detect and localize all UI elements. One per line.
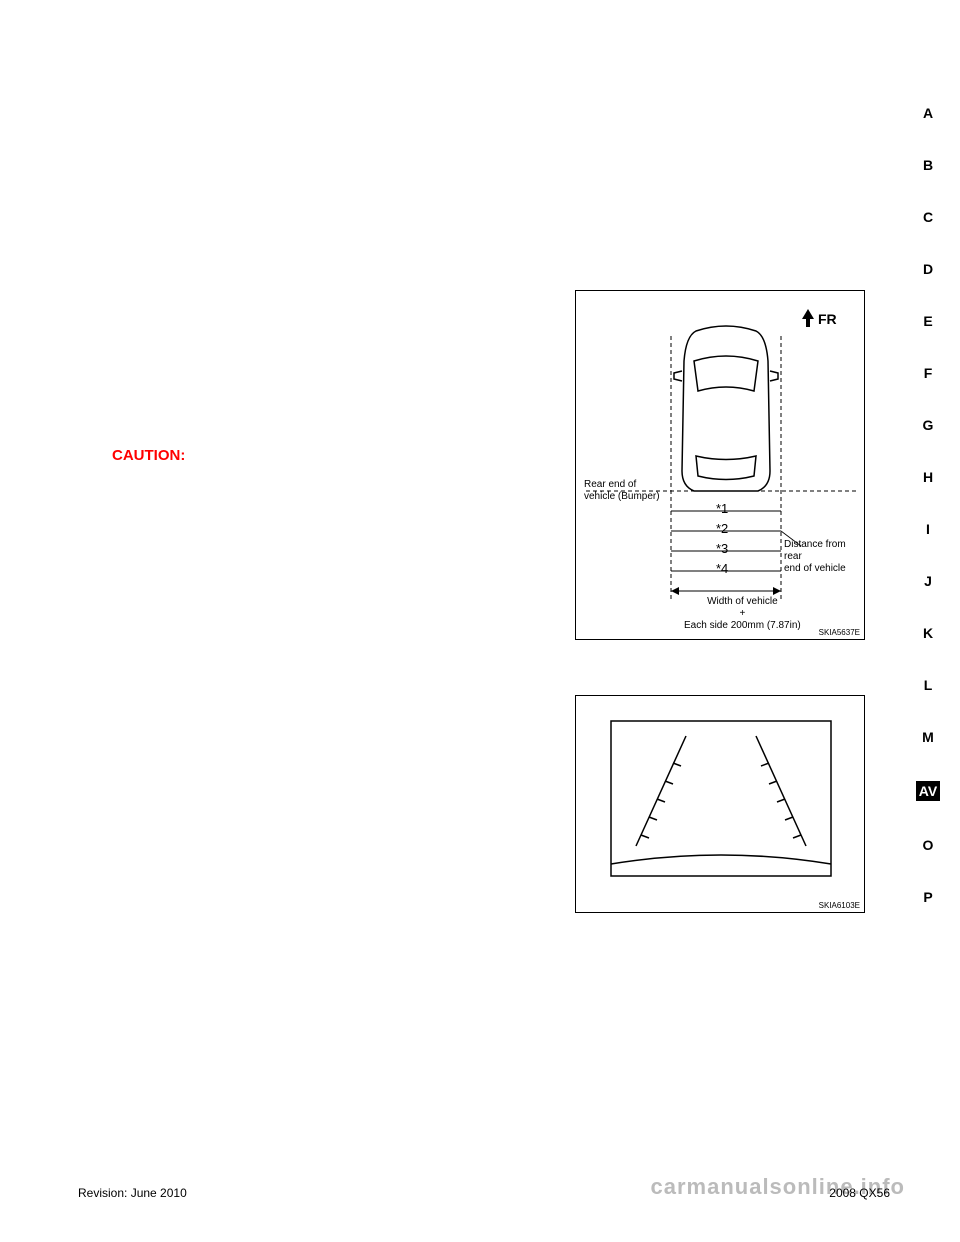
- model-year-label: 2008 QX56: [829, 1186, 890, 1200]
- distance-label: Distance from rear end of vehicle: [784, 539, 864, 575]
- marker-2: *2: [716, 521, 728, 537]
- tab-b[interactable]: B: [916, 157, 940, 173]
- section-tabs: A B C D E F G H I J K L M AV O P: [916, 105, 940, 905]
- tab-o[interactable]: O: [916, 837, 940, 853]
- tab-g[interactable]: G: [916, 417, 940, 433]
- marker-3: *3: [716, 541, 728, 557]
- figure-vehicle-diagram: FR Rear end of vehicle (Bumper) *1 *2 *3…: [575, 290, 865, 640]
- tab-f[interactable]: F: [916, 365, 940, 381]
- tab-i[interactable]: I: [916, 521, 940, 537]
- vehicle-top-view-svg: [576, 291, 866, 641]
- tab-j[interactable]: J: [916, 573, 940, 589]
- tab-e[interactable]: E: [916, 313, 940, 329]
- tab-d[interactable]: D: [916, 261, 940, 277]
- marker-4: *4: [716, 561, 728, 577]
- camera-view-svg: [576, 696, 866, 914]
- tab-c[interactable]: C: [916, 209, 940, 225]
- tab-a[interactable]: A: [916, 105, 940, 121]
- width-label: Width of vehicle + Each side 200mm (7.87…: [684, 596, 801, 632]
- figure2-code: SKIA6103E: [819, 901, 860, 910]
- tab-av[interactable]: AV: [916, 781, 940, 801]
- rear-end-label: Rear end of vehicle (Bumper): [584, 479, 660, 503]
- revision-label: Revision: June 2010: [78, 1186, 187, 1200]
- tab-l[interactable]: L: [916, 677, 940, 693]
- figure-camera-view: SKIA6103E: [575, 695, 865, 913]
- figure1-code: SKIA5637E: [819, 628, 860, 637]
- caution-label: CAUTION:: [112, 447, 185, 464]
- tab-p[interactable]: P: [916, 889, 940, 905]
- tab-h[interactable]: H: [916, 469, 940, 485]
- fr-direction-label: FR: [818, 311, 837, 327]
- marker-1: *1: [716, 501, 728, 517]
- tab-m[interactable]: M: [916, 729, 940, 745]
- tab-k[interactable]: K: [916, 625, 940, 641]
